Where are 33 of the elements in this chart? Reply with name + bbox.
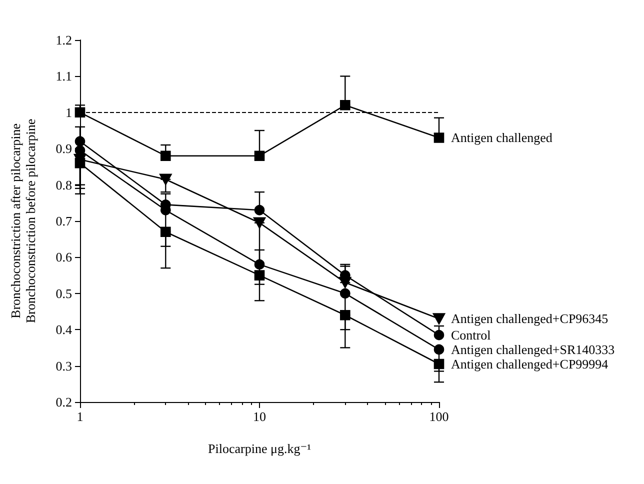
point	[254, 259, 265, 270]
series-label: Antigen challenged+CP99994	[451, 356, 609, 372]
series-label: Antigen challenged+SR140333	[451, 342, 615, 358]
point	[254, 204, 265, 216]
point	[434, 344, 444, 355]
y-tick-label: 0.9	[56, 141, 72, 156]
point	[434, 132, 444, 143]
y-tick-label: 1	[66, 104, 72, 120]
x-axis-title: Pilocarpine μg.kg⁻¹	[208, 441, 312, 456]
point	[254, 270, 265, 280]
x-tick-label: 10	[253, 409, 266, 424]
point	[74, 136, 86, 147]
y-tick-label: 1.1	[56, 68, 72, 84]
y-tick-label: 0.3	[56, 358, 72, 374]
point	[253, 217, 266, 228]
point	[432, 313, 446, 324]
y-tick-label: 0.6	[56, 250, 72, 265]
y-tick-label: 0.4	[56, 322, 72, 338]
series-label: Control	[451, 328, 492, 343]
point	[434, 358, 444, 370]
y-tick-label: 0.8	[56, 177, 72, 192]
x-tick-label: 100	[429, 409, 449, 424]
series-label: Antigen challenged+CP96345	[451, 311, 608, 326]
y-axis-title: Bronchoconstriction after pilocarpine Bronchoconstriction before pilocarpine	[8, 118, 38, 324]
series-label: Antigen challenged	[451, 130, 553, 146]
point	[434, 330, 444, 340]
point	[74, 158, 86, 168]
y-tick-label: 0.5	[56, 286, 72, 301]
x-tick-label: 1	[76, 409, 84, 424]
y-tick-label: 0.7	[56, 214, 72, 228]
y-tick-label: 1.2	[56, 32, 72, 48]
point	[254, 150, 265, 161]
y-tick-label: 0.2	[56, 394, 72, 410]
